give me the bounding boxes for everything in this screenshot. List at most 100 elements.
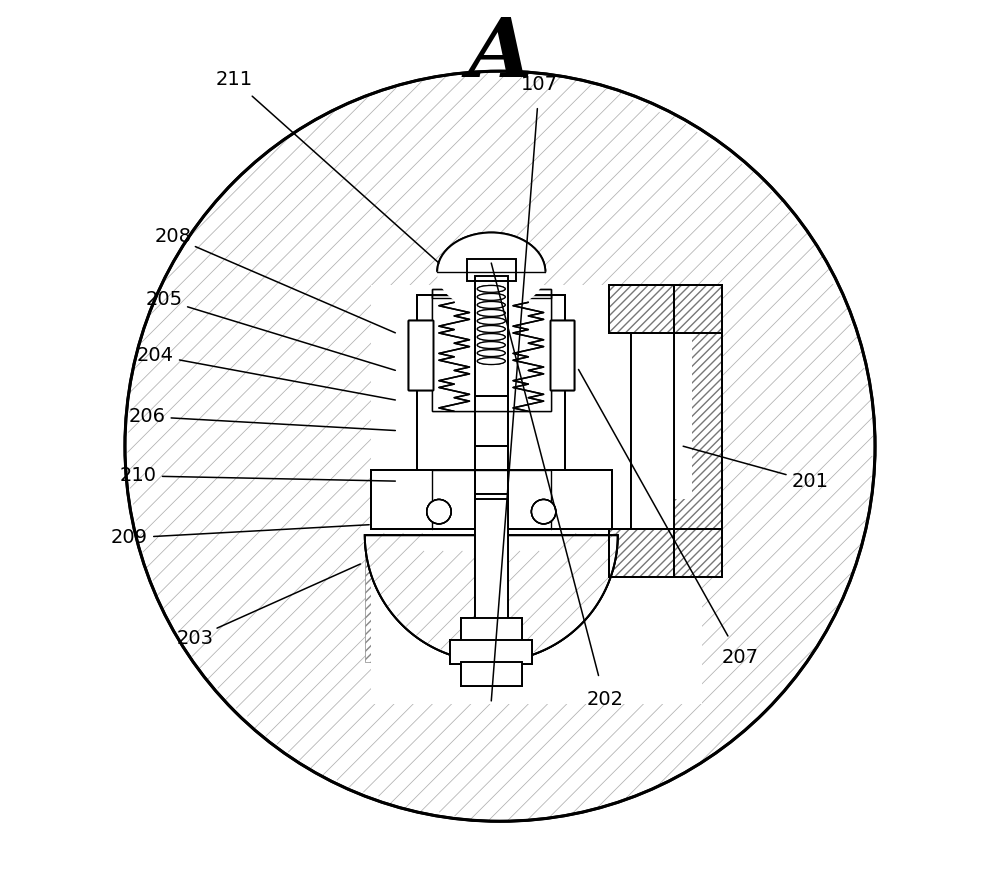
Ellipse shape	[477, 341, 505, 348]
Bar	[475, 494, 508, 620]
Bar	[461, 662, 522, 686]
Bar	[417, 296, 565, 470]
Ellipse shape	[477, 302, 505, 308]
Ellipse shape	[477, 326, 505, 332]
Bar	[461, 618, 522, 642]
Bar	[535, 296, 565, 470]
Bar	[550, 319, 574, 389]
Bar	[408, 319, 433, 389]
Bar	[609, 529, 722, 577]
Polygon shape	[365, 536, 618, 662]
Bar	[371, 470, 432, 529]
Bar	[609, 529, 722, 577]
Bar	[674, 285, 722, 577]
Text: 209: 209	[111, 528, 148, 547]
Bar	[609, 285, 722, 332]
Bar	[408, 319, 433, 389]
Bar	[465, 279, 517, 298]
Bar	[432, 290, 551, 298]
Circle shape	[125, 71, 875, 822]
Bar	[461, 662, 522, 686]
Text: 207: 207	[721, 648, 758, 667]
Bar	[535, 296, 565, 470]
Text: 211: 211	[215, 70, 253, 89]
Bar	[550, 319, 574, 389]
Ellipse shape	[477, 333, 505, 340]
Bar	[427, 500, 451, 524]
Ellipse shape	[477, 350, 505, 356]
Bar	[551, 470, 612, 529]
Ellipse shape	[437, 233, 545, 311]
Bar	[450, 640, 532, 664]
Bar	[531, 500, 556, 524]
Ellipse shape	[437, 233, 545, 311]
Bar	[467, 259, 516, 281]
Ellipse shape	[477, 333, 505, 340]
Bar	[475, 276, 508, 499]
Bar	[408, 319, 433, 389]
Bar	[417, 296, 565, 470]
Bar	[417, 296, 448, 470]
Bar	[609, 285, 722, 332]
Ellipse shape	[477, 310, 505, 317]
Bar	[475, 494, 508, 620]
Bar	[475, 396, 508, 446]
Ellipse shape	[477, 310, 505, 317]
Ellipse shape	[477, 285, 505, 292]
Bar	[467, 259, 516, 281]
Ellipse shape	[477, 293, 505, 300]
Bar	[432, 296, 551, 411]
Bar	[408, 319, 433, 389]
Bar	[550, 319, 574, 389]
Bar	[371, 470, 612, 529]
Ellipse shape	[477, 350, 505, 356]
Bar	[475, 396, 508, 446]
Ellipse shape	[477, 318, 505, 325]
Bar	[609, 285, 722, 332]
Ellipse shape	[477, 302, 505, 308]
Bar	[408, 319, 433, 389]
Polygon shape	[365, 536, 618, 662]
Bar	[467, 259, 516, 281]
Text: 210: 210	[120, 466, 157, 486]
Bar	[467, 259, 516, 281]
Bar	[475, 276, 508, 499]
Ellipse shape	[477, 318, 505, 325]
Bar	[674, 285, 722, 577]
Bar	[631, 332, 674, 529]
Text: 204: 204	[137, 346, 174, 365]
Bar	[475, 276, 508, 499]
Bar	[365, 536, 426, 662]
Text: 107: 107	[521, 74, 558, 94]
Ellipse shape	[477, 358, 505, 365]
Bar	[609, 529, 722, 577]
Bar	[371, 470, 432, 529]
Bar	[631, 332, 692, 499]
Bar	[371, 470, 612, 529]
Text: 203: 203	[176, 628, 213, 648]
Bar	[371, 470, 612, 529]
Bar	[475, 396, 508, 446]
Text: 208: 208	[154, 228, 191, 247]
Bar	[371, 285, 702, 704]
Bar	[674, 285, 722, 577]
Circle shape	[427, 500, 451, 524]
Bar	[432, 290, 551, 298]
Bar	[408, 319, 433, 389]
Bar	[557, 536, 618, 662]
Bar	[371, 470, 612, 529]
Bar	[465, 279, 517, 298]
Text: 201: 201	[791, 472, 828, 491]
Bar	[609, 285, 722, 332]
Bar	[461, 618, 522, 642]
Bar	[450, 640, 532, 664]
Bar	[674, 285, 722, 577]
Bar	[551, 470, 612, 529]
Circle shape	[531, 500, 556, 524]
Bar	[475, 396, 508, 446]
Ellipse shape	[477, 285, 505, 292]
Text: 202: 202	[586, 690, 623, 709]
Bar	[475, 276, 508, 499]
Text: A: A	[468, 14, 532, 94]
Circle shape	[427, 500, 451, 524]
